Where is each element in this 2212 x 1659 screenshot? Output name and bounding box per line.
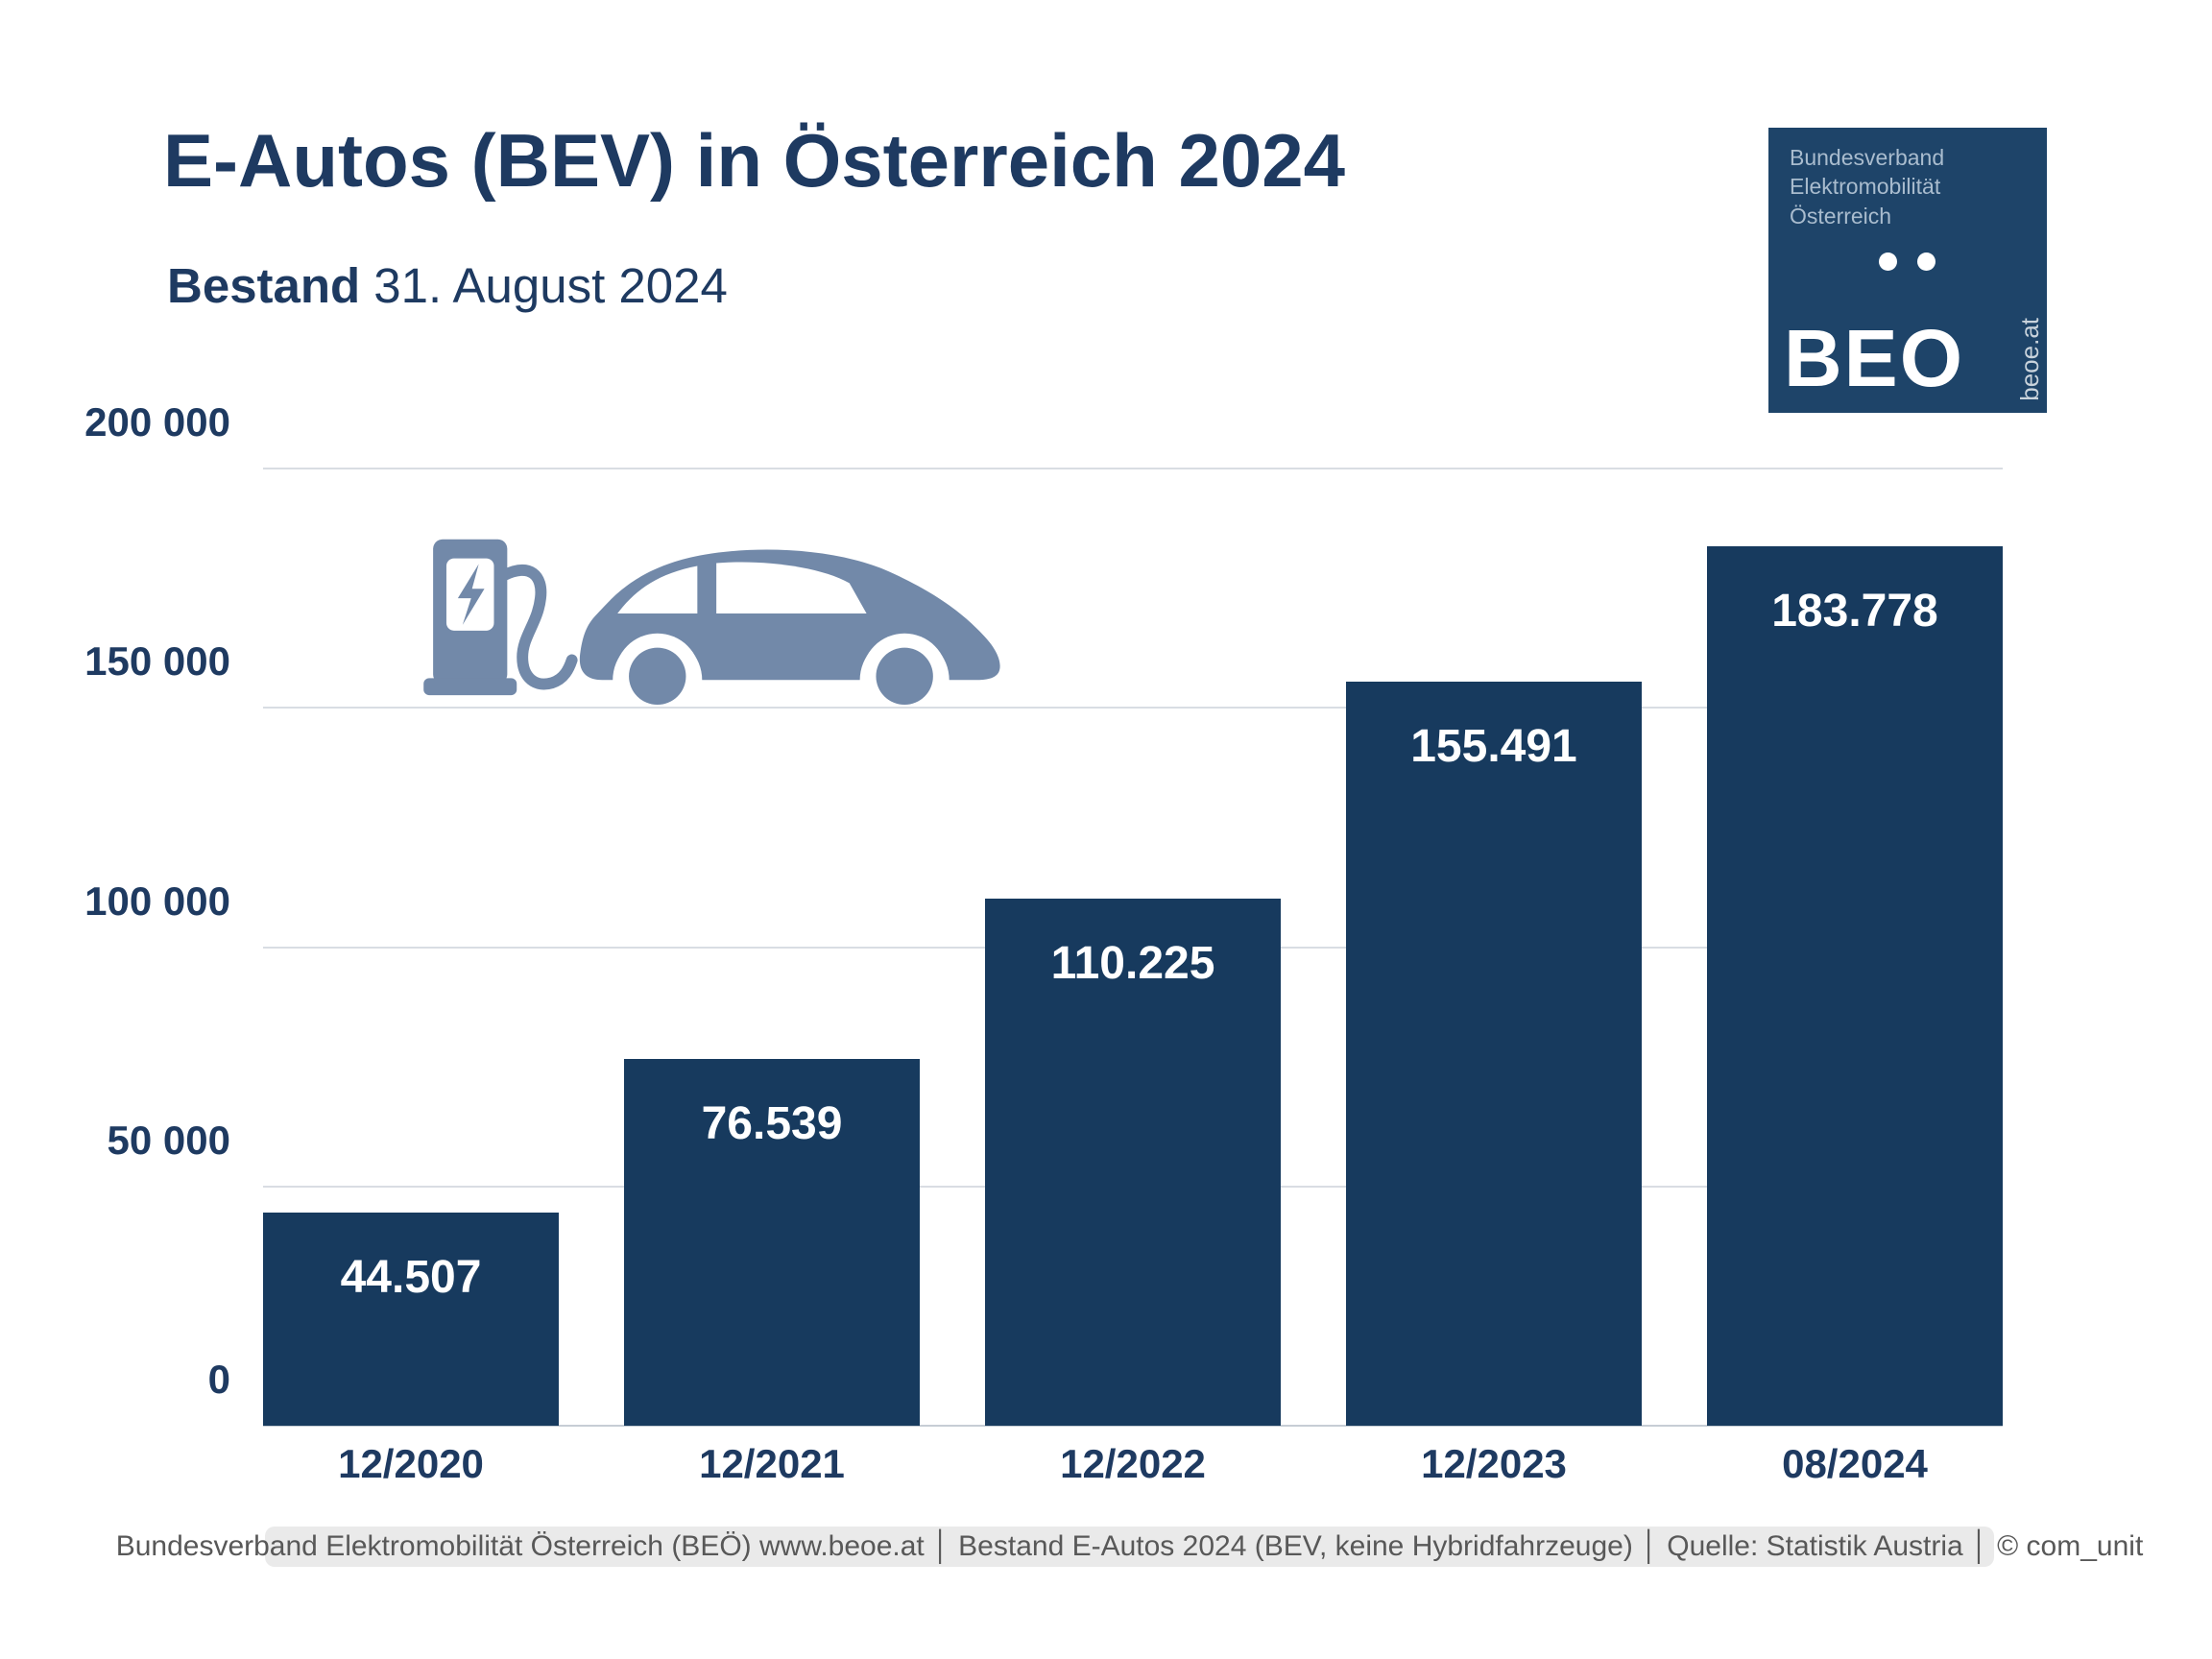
subtitle-date: 31. August 2024 (373, 258, 728, 313)
bar-12/2021: 76.539 (624, 1059, 920, 1426)
x-axis-tick-label: 12/2020 (338, 1441, 484, 1486)
x-axis-tick-label: 12/2022 (1060, 1441, 1206, 1486)
bar-12/2023: 155.491 (1346, 681, 1642, 1426)
x-axis-tick-label: 12/2023 (1421, 1441, 1567, 1486)
y-axis-tick-label: 200 000 (84, 399, 230, 445)
bar-value-label: 44.507 (340, 1252, 482, 1304)
bar-08/2024: 183.778 (1707, 545, 2003, 1426)
bar-12/2022: 110.225 (985, 898, 1281, 1426)
plot-area: 0 50 000 100 000 150 000 200 000 44.507 12/202… (84, 399, 2003, 1486)
bar-12/2020: 44.507 (263, 1213, 559, 1426)
x-axis-tick-label: 08/2024 (1782, 1441, 1928, 1486)
logo-website: beoe.at (2015, 318, 2044, 401)
beo-logo: Bundesverband Elektromobilität Österreic… (1768, 128, 2047, 413)
footer-bar: Bundesverband Elektromobilität Österreic… (116, 1527, 2143, 1567)
gridline (263, 1425, 2003, 1427)
y-axis-tick-label: 0 (207, 1357, 230, 1402)
logo-org-name: Bundesverband Elektromobilität Österreic… (1790, 145, 1945, 228)
bar-value-label: 76.539 (701, 1098, 843, 1150)
footer-text: Bundesverband Elektromobilität Österreic… (115, 1530, 2144, 1562)
bar-value-label: 110.225 (1050, 937, 1215, 989)
subtitle-label: Bestand (167, 258, 361, 313)
ev-charging-car-icon (423, 539, 1000, 709)
bar-value-label: 183.778 (1771, 585, 1938, 637)
logo-acronym: BEO (1784, 313, 1965, 403)
logo-umlaut-dots-icon (1879, 252, 1936, 271)
x-axis-tick-label: 12/2021 (699, 1441, 845, 1486)
y-axis-tick-label: 150 000 (84, 638, 230, 685)
subtitle: Bestand 31. August 2024 (167, 257, 728, 314)
page-title: E-Autos (BEV) in Österreich 2024 (163, 118, 1346, 203)
y-axis-tick-label: 100 000 (84, 878, 230, 924)
gridline (263, 468, 2003, 469)
gridline (263, 707, 2003, 709)
bar-value-label: 155.491 (1410, 720, 1577, 772)
y-axis-tick-label: 50 000 (107, 1117, 230, 1163)
